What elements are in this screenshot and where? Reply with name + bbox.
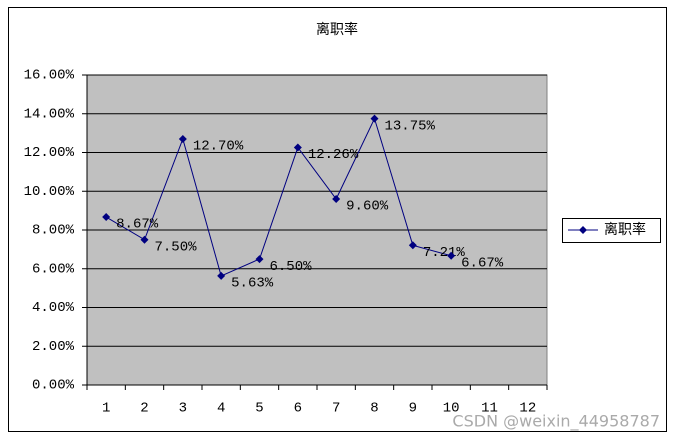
x-tick-label: 2: [140, 401, 148, 417]
line: [105, 117, 452, 277]
marker: [447, 251, 456, 260]
y-tick-label: 16.00%: [24, 68, 75, 84]
chart-title: 离职率: [316, 21, 358, 38]
legend-marker: [579, 226, 587, 234]
marker: [178, 134, 187, 143]
data-label: 12.70%: [193, 139, 244, 155]
x-tick-label: 9: [409, 401, 417, 417]
marker: [293, 143, 302, 152]
x-tick-label: 3: [179, 401, 187, 417]
marker: [370, 114, 379, 123]
y-tick-label: 12.00%: [24, 145, 75, 161]
x-tick-label: 4: [217, 401, 225, 417]
x-tick-label: 6: [294, 401, 302, 417]
data-label: 7.50%: [155, 239, 198, 255]
y-tick-label: 4.00%: [32, 300, 75, 316]
data-label: 6.67%: [461, 255, 504, 271]
data-label: 12.26%: [308, 147, 359, 163]
marker: [140, 235, 149, 244]
y-tick-label: 10.00%: [24, 184, 75, 200]
marker: [408, 241, 417, 250]
data-label: 7.21%: [423, 245, 466, 261]
x-tick-label: 8: [370, 401, 378, 417]
data-label: 9.60%: [346, 199, 389, 215]
data-label: 8.67%: [116, 217, 159, 233]
x-tick-label: 11: [481, 401, 498, 417]
x-tick-label: 5: [255, 401, 263, 417]
marker: [217, 271, 226, 280]
y-tick-label: 8.00%: [32, 223, 75, 239]
y-tick-label: 0.00%: [32, 378, 75, 394]
y-tick-label: 14.00%: [24, 106, 75, 122]
data-label: 6.50%: [270, 259, 313, 275]
legend-label: 离职率: [604, 221, 646, 238]
data-label: 13.75%: [385, 118, 436, 134]
y-tick-label: 2.00%: [32, 339, 75, 355]
x-tick-label: 10: [443, 401, 460, 417]
data-label: 5.63%: [231, 276, 274, 292]
x-tick-label: 7: [332, 401, 340, 417]
marker: [255, 255, 264, 264]
marker: [102, 213, 111, 222]
x-tick-label: 12: [519, 401, 536, 417]
y-tick-label: 6.00%: [32, 261, 75, 277]
x-tick-label: 1: [102, 401, 110, 417]
watermark: CSDN @weixin_44958787: [452, 412, 660, 432]
marker: [332, 195, 341, 203]
